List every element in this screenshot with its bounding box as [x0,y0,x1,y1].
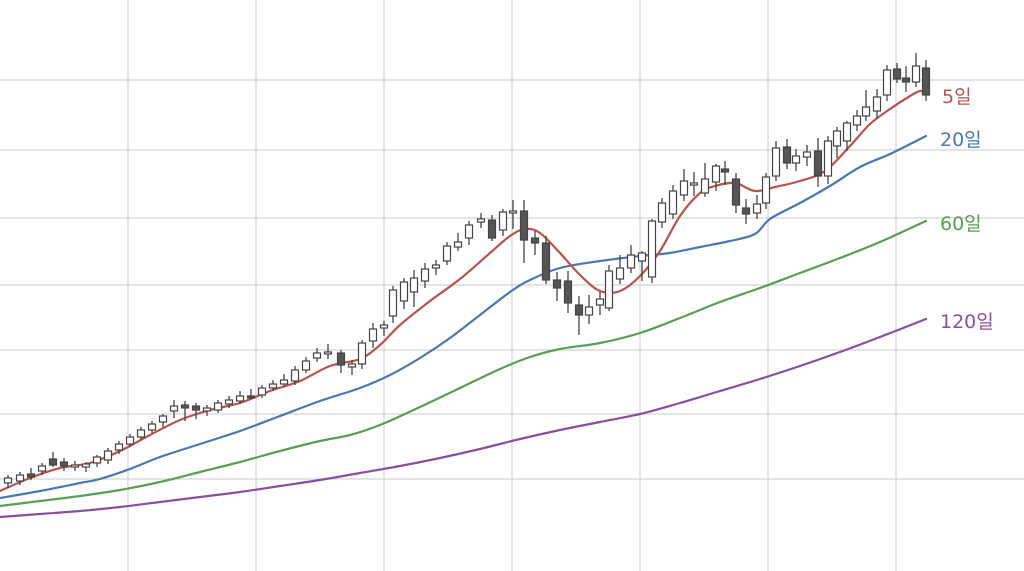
candle [202,405,212,416]
candle [508,200,518,229]
candle [679,169,689,201]
candle [552,272,562,301]
candle [711,164,721,191]
candle [647,219,657,283]
candle [752,195,762,219]
candle [741,199,751,224]
candle [191,403,201,419]
candle [771,141,781,181]
candle [92,455,102,467]
moving-average-lines [0,89,928,519]
candle [813,138,823,187]
candle [37,463,47,475]
candle [872,89,882,119]
candle [169,400,179,418]
candle [235,391,245,404]
candle [379,321,389,336]
candle [720,161,730,185]
candle [70,461,80,471]
candle [689,172,699,196]
candle [791,149,801,171]
candle [312,348,322,362]
candle [399,278,409,309]
candle [388,286,398,323]
candle [657,198,667,228]
candle [626,245,636,273]
candle [911,53,921,87]
candle [136,427,146,440]
candle [921,60,931,101]
candle [48,452,58,467]
candle [431,260,441,275]
candle [453,233,463,251]
candle [323,344,333,359]
ma-line [0,134,928,500]
candle [731,173,741,213]
candle [347,360,357,375]
candle [213,400,223,413]
legend-ma20: 20일 [940,129,982,151]
candle [832,127,842,158]
candle [901,66,911,92]
candle [530,231,540,255]
candle [420,263,430,288]
ma-line [0,89,928,493]
legend-ma60: 60일 [940,213,982,235]
candle [464,221,474,245]
candle [336,350,346,373]
candle [114,441,124,454]
candle [668,185,678,219]
candle [802,145,812,166]
candle [15,472,25,485]
candle [59,458,69,471]
candle [604,265,614,311]
candle [519,200,529,263]
candle [357,340,367,369]
candle [257,385,267,398]
candle [892,63,902,83]
candle [147,421,157,433]
candle [81,462,91,472]
candle [637,251,647,281]
candle [498,209,508,236]
candle [409,270,419,307]
candle [761,173,771,209]
ma-line [0,219,928,508]
candle [103,448,113,464]
candle [268,380,278,391]
candle [224,396,234,408]
candle [584,295,594,324]
ma-line [0,317,928,519]
candle [842,121,852,151]
candle [246,389,256,399]
candle [368,323,378,348]
candle [158,414,168,427]
candle [290,366,300,385]
candle [782,139,792,169]
candle [180,401,190,421]
candle [26,468,36,480]
candles [3,53,931,488]
candle [279,374,289,387]
candle [823,136,833,184]
candle [852,110,862,131]
candle [615,255,625,284]
candle [563,271,573,313]
candle [476,213,486,228]
candle [487,215,497,241]
candle [700,163,710,197]
candle [125,434,135,447]
legend-ma120: 120일 [940,311,994,333]
candle [442,242,452,265]
candle [595,292,605,315]
candle [541,236,551,284]
candle [3,475,13,488]
candle [882,65,892,101]
candle [861,90,871,121]
legend-ma5: 5일 [942,86,972,108]
candle [301,357,311,373]
candle [574,296,584,335]
